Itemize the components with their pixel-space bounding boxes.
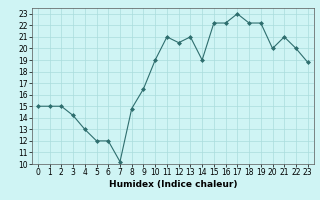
X-axis label: Humidex (Indice chaleur): Humidex (Indice chaleur)	[108, 180, 237, 189]
